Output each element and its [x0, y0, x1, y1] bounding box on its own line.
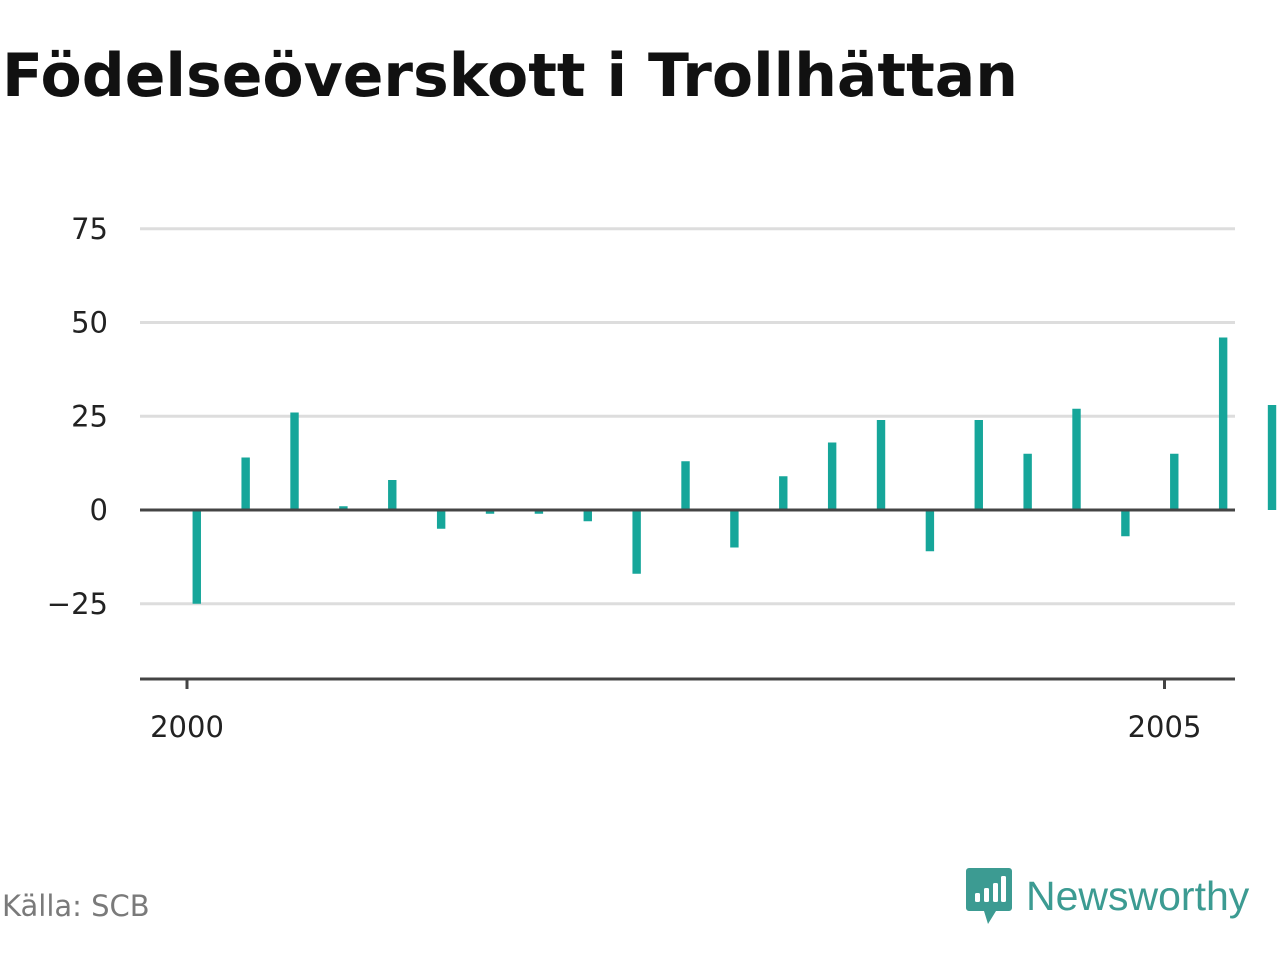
bar [583, 510, 592, 522]
bar [730, 510, 739, 548]
axes [140, 508, 1235, 681]
brand-logo: Newsworthy [964, 866, 1249, 926]
bar [1267, 405, 1277, 510]
bar [241, 457, 250, 510]
bar [290, 412, 299, 510]
bar [192, 510, 201, 604]
bar [1170, 453, 1179, 510]
brand-name: Newsworthy [1026, 872, 1250, 919]
bar [827, 442, 837, 510]
x-axis-ticks: 200020052010201520202025 [150, 679, 1202, 744]
bar [436, 510, 446, 529]
bar [876, 420, 886, 510]
y-tick-label: 50 [71, 306, 108, 340]
gridlines [140, 227, 1235, 606]
bar [974, 420, 983, 510]
bar [925, 510, 935, 552]
bar [485, 510, 495, 514]
bar [681, 461, 690, 510]
bar [1121, 510, 1130, 537]
bar [1218, 337, 1228, 510]
source-note: Källa: SCB [2, 889, 150, 923]
bar [388, 480, 397, 510]
bar [632, 510, 641, 574]
x-tick-label: 2000 [150, 710, 224, 744]
bars [192, 337, 1277, 604]
bar [1072, 408, 1081, 510]
y-tick-label: 25 [71, 399, 108, 433]
y-tick-label: 0 [90, 493, 108, 527]
bar [534, 510, 544, 514]
y-tick-label: −25 [47, 587, 108, 621]
y-axis-ticks: 75 50 25 0 −25 [47, 212, 108, 621]
bar [1023, 453, 1032, 510]
bar [779, 476, 788, 510]
bar [339, 506, 348, 510]
x-tick-label: 2005 [1128, 710, 1202, 744]
chart-title: Födelseöverskott i Trollhättan [2, 41, 1018, 111]
newsworthy-logo-icon [966, 868, 1012, 924]
y-tick-label: 75 [71, 212, 108, 246]
